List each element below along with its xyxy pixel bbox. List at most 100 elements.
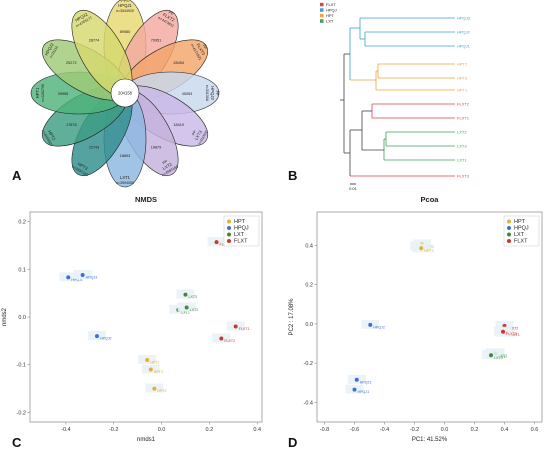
data-point: [219, 336, 224, 341]
legend-marker-lxt: [507, 232, 511, 237]
petal-unique-count: 18419: [173, 123, 184, 127]
leaf-label: HPQJ3: [457, 16, 471, 21]
petal-sample-name: HPQJ2: [44, 42, 55, 57]
point-label: HPQJ1: [358, 390, 370, 394]
petal-id: PP: [202, 44, 208, 51]
petal-sample-name: HPT1: [35, 87, 40, 98]
petal-unique-count: 70951: [151, 38, 162, 42]
point-label: FLXT2: [508, 326, 519, 330]
panel-a-flower: 89080 PPS HPQJ1 n=3544920 70951 PP FLXT2 n=4473…: [0, 0, 270, 190]
petal-id: PP: [191, 129, 197, 136]
point-label: HPT3: [154, 370, 163, 374]
point-label: HPQJ2: [100, 337, 112, 341]
panel-letter-b: B: [288, 168, 298, 183]
scale-label: 0.01: [349, 186, 358, 190]
petal-unique-count: 17878: [66, 123, 77, 127]
panel-b-dendrogram: FLXT HPQJ HPT LXT HPQJ3 HPQJ2 HPQJ1 HPT2 HPT3 HPT…: [300, 0, 550, 191]
petal-id: PP: [215, 91, 219, 96]
point-label: FLXT2: [224, 339, 235, 343]
legend-label: HPT: [234, 219, 246, 225]
petal-sample-name: HPT3: [77, 161, 89, 171]
petal-sequence-count: n=31110: [49, 45, 59, 59]
panel-d-pcoa: Pcoa -0.8 -0.6 -0.4 -0.2 0.0 0.2 0.4 0.6 -0.4 -0.2…: [275, 190, 550, 462]
core-value: 204158: [118, 91, 133, 96]
petal-unique-count: 29272: [66, 61, 77, 65]
point-label: LXT3: [494, 356, 503, 360]
legend-label: HPQJ: [514, 226, 529, 232]
dendrogram-branches: [340, 17, 455, 185]
data-point: [354, 377, 359, 382]
x-axis-label: PC1: 41.52%: [412, 437, 448, 443]
point-label: LXT2: [190, 308, 199, 312]
leaf-label: HPQJ2: [457, 30, 471, 35]
panel-letter-a: A: [12, 168, 22, 183]
legend-swatch-flxt: [320, 2, 324, 7]
petal-sample-name: FLXT2: [162, 12, 176, 23]
petal-sample-name: LXT3: [194, 129, 204, 141]
x-tick-label: 0.4: [253, 427, 261, 433]
x-tick-label: 0.2: [471, 427, 479, 433]
y-tick-label: -0.2: [304, 361, 313, 367]
data-point: [148, 367, 153, 372]
data-point: [184, 305, 189, 310]
petal-id: PP: [162, 159, 169, 165]
data-point: [145, 357, 150, 362]
leaf-label: FLXT2: [457, 102, 470, 107]
flower-core: [110, 78, 140, 108]
petal-unique-count: 18893: [120, 154, 131, 158]
x-tick-label: -0.2: [109, 427, 118, 433]
petal-id: PPS: [121, 0, 129, 3]
pcoa-chart: Pcoa -0.8 -0.6 -0.4 -0.2 0.0 0.2 0.4 0.6 -0.4 -0.2…: [289, 195, 543, 443]
petal-sample-name: LXT1: [120, 175, 131, 180]
x-tick-label: 0.6: [531, 427, 539, 433]
y-tick-label: -0.2: [17, 410, 26, 416]
panel-letter-d: D: [288, 435, 298, 450]
y-axis-label: nmds2: [2, 307, 8, 326]
petal-unique-count: 22743: [89, 146, 100, 150]
data-point: [352, 387, 357, 392]
data-point: [94, 334, 99, 339]
y-tick-label: 0.4: [305, 243, 313, 249]
leaf-label: LXT3: [457, 144, 467, 149]
legend-label: HPT: [326, 13, 335, 18]
legend-label: LXT: [514, 232, 525, 238]
legend-marker-flxt: [227, 239, 231, 243]
series-hpqj: HPQJ1 HPQJ2 HPQJ3: [345, 319, 385, 394]
chart-title: NMDS: [135, 195, 157, 204]
data-point: [183, 292, 188, 297]
legend-label: FLXT: [514, 239, 528, 245]
flower-diagram: 89080PPSHPQJ1n=354492070951PPFLXT2n=4473…: [30, 0, 220, 188]
legend-marker-hpqj: [507, 226, 511, 230]
point-label: LXT3: [188, 295, 197, 299]
legend-marker-hpt: [227, 219, 231, 224]
y-axis-label: PC2 : 17.08%: [289, 298, 295, 336]
legend-marker-flxt: [507, 239, 511, 243]
y-tick-label: -0.4: [304, 400, 313, 406]
petal-unique-count: 28454: [173, 61, 184, 65]
petal-sequence-count: n=4281795: [41, 84, 45, 102]
petal-unique-count: 45053: [182, 92, 193, 96]
data-point: [66, 275, 71, 280]
x-tick-label: 0.4: [501, 427, 509, 433]
data-point: [368, 322, 373, 327]
panel-letter-c: C: [12, 435, 22, 450]
y-tick-label: 0.2: [305, 283, 313, 289]
leaf-label: FLXT3: [457, 174, 470, 179]
y-tick-label: 0.0: [305, 322, 313, 328]
petal-sample-name: HPQJ1: [118, 3, 132, 8]
legend-marker-lxt: [227, 232, 231, 237]
petal-sequence-count: n=31130A: [205, 85, 209, 102]
point-label: FLXT1: [509, 333, 520, 337]
leaf-label: LXT1: [457, 158, 467, 163]
data-point: [214, 240, 219, 245]
point-label: HPT3: [424, 249, 433, 253]
x-tick-label: -0.6: [350, 427, 359, 433]
x-tick-label: 0.0: [441, 427, 449, 433]
x-tick-label: -0.8: [320, 427, 329, 433]
data-point: [489, 353, 493, 358]
legend-label: HPQJ: [326, 8, 337, 13]
x-tick-label: 0.2: [206, 427, 214, 433]
petal-id: PP: [168, 10, 175, 16]
